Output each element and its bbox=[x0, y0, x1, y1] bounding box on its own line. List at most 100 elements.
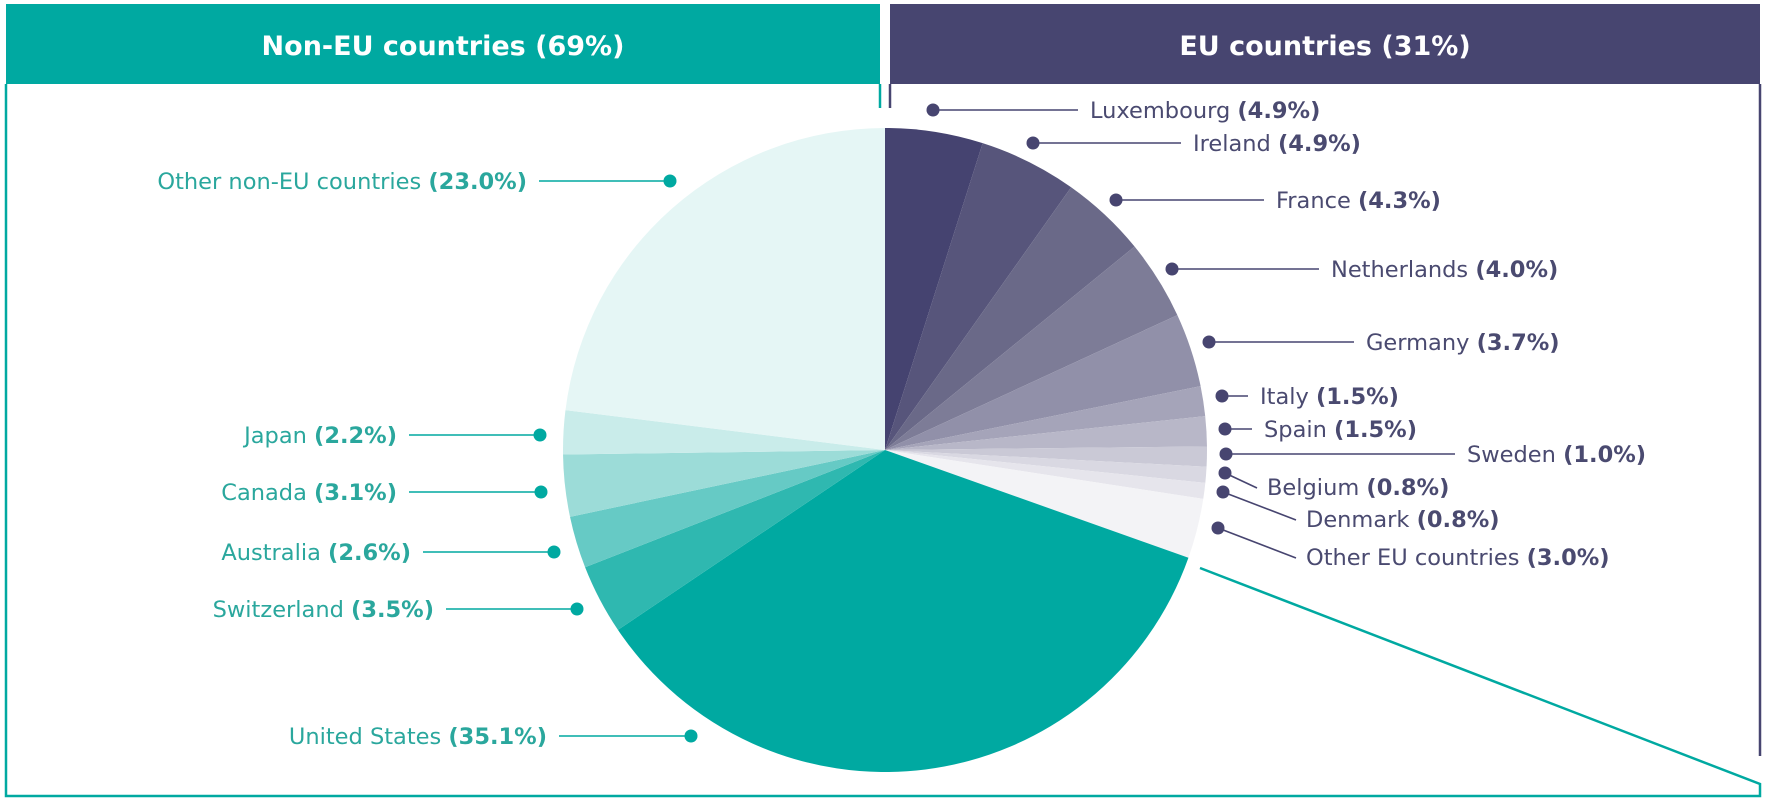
pie-slice-japan bbox=[562, 410, 885, 455]
pie-slice-sweden bbox=[885, 446, 1208, 467]
slice-label-switzerland: Switzerland (3.5%) bbox=[213, 597, 434, 623]
slice-label-name: Other EU countries bbox=[1306, 545, 1527, 571]
slice-label-luxembourg: Luxembourg (4.9%) bbox=[1090, 98, 1320, 124]
callout-belgium: Belgium (0.8%) bbox=[1218, 466, 1449, 501]
leader-dot bbox=[570, 602, 584, 616]
pie-slice-germany bbox=[885, 315, 1201, 450]
pie-callouts: Luxembourg (4.9%)Ireland (4.9%)France (4… bbox=[157, 98, 1646, 750]
pie-slice-canada bbox=[563, 450, 885, 517]
slice-label-name: Denmark bbox=[1306, 507, 1417, 533]
leader-dot bbox=[1216, 485, 1230, 499]
pie-slices bbox=[562, 128, 1208, 772]
pie-slice-denmark bbox=[885, 450, 1206, 499]
callout-netherlands: Netherlands (4.0%) bbox=[1165, 257, 1558, 283]
slice-label-value: (1.5%) bbox=[1334, 417, 1417, 443]
leader-line bbox=[1217, 527, 1297, 559]
slice-label-value: (3.0%) bbox=[1527, 545, 1610, 571]
pie-slice-belgium bbox=[885, 450, 1207, 483]
callout-denmark: Denmark (0.8%) bbox=[1216, 485, 1500, 533]
slice-label-other-non-eu-countries: Other non-EU countries (23.0%) bbox=[157, 169, 527, 195]
slice-label-denmark: Denmark (0.8%) bbox=[1306, 507, 1500, 533]
pie-slice-netherlands bbox=[885, 246, 1178, 450]
pie-slice-other-non-eu-countries bbox=[565, 128, 885, 450]
slice-label-value: (4.0%) bbox=[1475, 257, 1558, 283]
slice-label-value: (4.9%) bbox=[1237, 98, 1320, 124]
callout-luxembourg: Luxembourg (4.9%) bbox=[926, 98, 1320, 124]
leader-dot bbox=[1215, 389, 1229, 403]
slice-label-name: Japan bbox=[242, 423, 314, 449]
leader-dot bbox=[1218, 466, 1232, 480]
leader-dot bbox=[1202, 335, 1216, 349]
eu-header-bar bbox=[890, 4, 1760, 84]
leader-dot bbox=[926, 103, 940, 117]
pie-slice-luxembourg bbox=[885, 128, 983, 450]
slice-label-name: Italy bbox=[1260, 384, 1316, 410]
slice-label-name: Germany bbox=[1366, 330, 1477, 356]
non-eu-panel-border bbox=[4, 84, 1762, 798]
slice-label-name: Switzerland bbox=[213, 597, 351, 623]
slice-label-spain: Spain (1.5%) bbox=[1264, 417, 1417, 443]
slice-label-united-states: United States (35.1%) bbox=[289, 724, 547, 750]
slice-label-name: Spain bbox=[1264, 417, 1334, 443]
leader-dot bbox=[1219, 447, 1233, 461]
callout-france: France (4.3%) bbox=[1109, 188, 1441, 214]
slice-label-value: (0.8%) bbox=[1417, 507, 1500, 533]
pie-slice-italy bbox=[885, 386, 1206, 450]
slice-label-japan: Japan (2.2%) bbox=[242, 423, 397, 449]
slice-label-value: (0.8%) bbox=[1366, 475, 1449, 501]
callout-japan: Japan (2.2%) bbox=[242, 423, 547, 449]
callout-ireland: Ireland (4.9%) bbox=[1026, 131, 1361, 157]
callout-australia: Australia (2.6%) bbox=[221, 540, 561, 566]
slice-label-value: (1.0%) bbox=[1563, 442, 1646, 468]
slice-label-value: (4.3%) bbox=[1358, 188, 1441, 214]
leader-dot bbox=[547, 545, 561, 559]
slice-label-name: Sweden bbox=[1467, 442, 1563, 468]
slice-label-canada: Canada (3.1%) bbox=[221, 480, 397, 506]
pie-slice-other-eu-countries bbox=[885, 450, 1204, 558]
slice-label-name: Other non-EU countries bbox=[157, 169, 428, 195]
callout-spain: Spain (1.5%) bbox=[1218, 417, 1417, 443]
non-eu-header-bar bbox=[6, 4, 880, 84]
slice-label-germany: Germany (3.7%) bbox=[1366, 330, 1560, 356]
slice-label-name: United States bbox=[289, 724, 449, 750]
leader-dot bbox=[1165, 262, 1179, 276]
pie-slice-spain bbox=[885, 416, 1207, 450]
slice-label-sweden: Sweden (1.0%) bbox=[1467, 442, 1646, 468]
non-eu-panel: Non-EU countries (69%) bbox=[4, 4, 1762, 798]
slice-label-name: Australia bbox=[221, 540, 328, 566]
pie-slice-france bbox=[885, 187, 1135, 450]
leader-dot bbox=[1211, 521, 1225, 535]
non-eu-header-title: Non-EU countries (69%) bbox=[262, 31, 625, 62]
slice-label-value: (4.9%) bbox=[1278, 131, 1361, 157]
leader-dot bbox=[663, 174, 677, 188]
callout-canada: Canada (3.1%) bbox=[221, 480, 548, 506]
slice-label-name: France bbox=[1276, 188, 1358, 214]
callout-united-states: United States (35.1%) bbox=[289, 724, 698, 750]
slice-label-name: Canada bbox=[221, 480, 314, 506]
leader-dot bbox=[534, 485, 548, 499]
leader-dot bbox=[1026, 136, 1040, 150]
leader-dot bbox=[533, 428, 547, 442]
slice-label-value: (23.0%) bbox=[428, 169, 527, 195]
slice-label-value: (35.1%) bbox=[448, 724, 547, 750]
callout-sweden: Sweden (1.0%) bbox=[1219, 442, 1646, 468]
slice-label-italy: Italy (1.5%) bbox=[1260, 384, 1399, 410]
eu-panel: EU countries (31%) bbox=[888, 4, 1762, 756]
slice-label-name: Belgium bbox=[1267, 475, 1366, 501]
leader-dot bbox=[684, 729, 698, 743]
slice-label-value: (3.1%) bbox=[314, 480, 397, 506]
callout-germany: Germany (3.7%) bbox=[1202, 330, 1560, 356]
slice-label-name: Ireland bbox=[1193, 131, 1278, 157]
slice-label-australia: Australia (2.6%) bbox=[221, 540, 411, 566]
pie-slice-united-states bbox=[617, 450, 1189, 772]
slice-label-ireland: Ireland (4.9%) bbox=[1193, 131, 1361, 157]
slice-label-value: (3.5%) bbox=[351, 597, 434, 623]
slice-label-name: Netherlands bbox=[1331, 257, 1475, 283]
pie-slice-ireland bbox=[885, 143, 1072, 451]
callout-switzerland: Switzerland (3.5%) bbox=[213, 597, 584, 623]
slice-label-name: Luxembourg bbox=[1090, 98, 1237, 124]
slice-label-france: France (4.3%) bbox=[1276, 188, 1441, 214]
slice-label-other-eu-countries: Other EU countries (3.0%) bbox=[1306, 545, 1610, 571]
slice-label-value: (2.2%) bbox=[314, 423, 397, 449]
